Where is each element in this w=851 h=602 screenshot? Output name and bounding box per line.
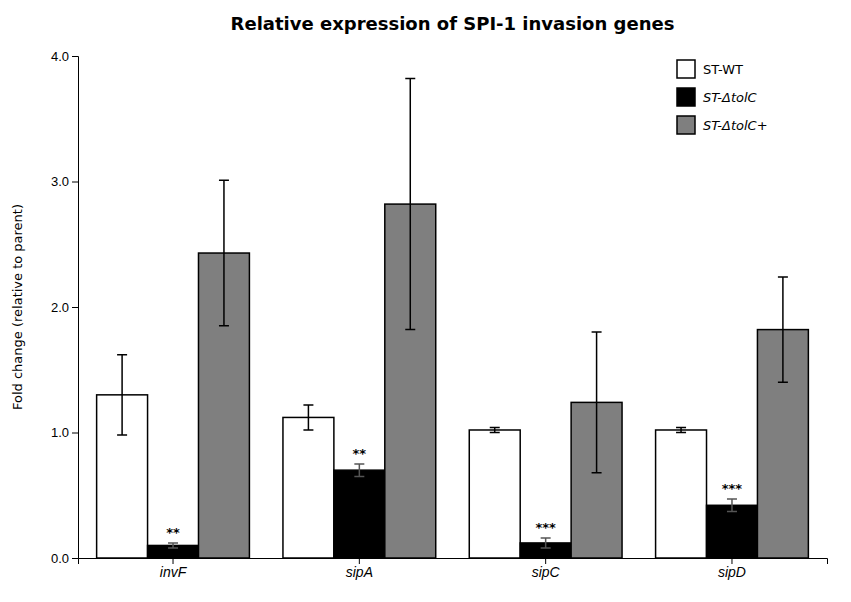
- y-tick: 3.0: [51, 174, 78, 189]
- error-bar-line: [168, 543, 178, 548]
- y-axis-title: Fold change (relative to parent): [10, 204, 25, 410]
- error-bar-line: [490, 427, 500, 432]
- error-bar: [354, 464, 364, 477]
- error-bar-line: [727, 499, 737, 512]
- y-tick-label: 3.0: [51, 174, 69, 189]
- legend-swatch: [677, 60, 695, 78]
- x-tick: sipC: [532, 558, 561, 580]
- error-bar: [541, 538, 551, 548]
- error-bar-line: [592, 332, 602, 473]
- y-tick-label: 2.0: [51, 300, 69, 315]
- error-bar: [727, 499, 737, 512]
- y-tick-mark: [72, 433, 78, 434]
- bar: [707, 505, 758, 558]
- error-bar: [219, 180, 229, 326]
- chart: 0.01.02.03.04.0invFsipAsipCsipD*********…: [0, 0, 851, 602]
- y-tick: 2.0: [51, 300, 78, 315]
- y-tick-label: 0.0: [51, 551, 69, 566]
- error-bar: [168, 543, 178, 548]
- legend-item: ST-ΔtolC+: [677, 116, 768, 134]
- y-tick: 1.0: [51, 425, 78, 440]
- error-bar-line: [354, 464, 364, 477]
- bar: [283, 417, 334, 558]
- series: [198, 79, 808, 558]
- x-tick: invF: [160, 558, 188, 580]
- legend-swatch: [677, 88, 695, 106]
- x-axis-line: [79, 559, 828, 565]
- error-bar: [490, 427, 500, 432]
- y-tick-label: 1.0: [51, 425, 69, 440]
- error-bar-line: [117, 355, 127, 435]
- x-tick: sipA: [346, 558, 373, 580]
- bar: [469, 430, 520, 558]
- y-tick-mark: [72, 182, 78, 183]
- significance-labels: **********: [166, 446, 742, 540]
- x-axis: invF sipA sipC sipD: [79, 558, 828, 580]
- error-bar-line: [405, 79, 415, 330]
- error-bar-line: [541, 538, 551, 548]
- x-tick-label: sipC: [532, 564, 561, 580]
- x-tick-label: invF: [160, 564, 188, 580]
- error-bar: [405, 79, 415, 330]
- y-axis-line: [72, 57, 79, 559]
- error-bar: [592, 332, 602, 473]
- bar: [656, 430, 707, 558]
- significance-label: ***: [535, 520, 556, 535]
- y-axis: 0.0 1.0 2.0 3.0 4.0: [51, 49, 79, 566]
- bar: [334, 470, 385, 558]
- significance-label: **: [353, 446, 367, 461]
- x-tick-label: sipD: [718, 564, 746, 580]
- legend-item: ST-WT: [677, 60, 743, 78]
- y-tick: 0.0: [51, 551, 78, 566]
- error-bar: [676, 427, 686, 432]
- significance-label: ***: [722, 481, 743, 496]
- title: Relative expression of SPI-1 invasion ge…: [231, 13, 675, 34]
- x-tick-label: sipA: [346, 564, 373, 580]
- x-tick: sipD: [718, 558, 746, 580]
- legend-item: ST-ΔtolC: [677, 88, 758, 106]
- legend-swatch: [677, 116, 695, 134]
- error-bar: [778, 277, 788, 382]
- error-bar-line: [219, 180, 229, 326]
- error-bar-line: [778, 277, 788, 382]
- error-bar: [303, 405, 313, 430]
- error-bar-line: [303, 405, 313, 430]
- y-tick-label: 4.0: [51, 49, 69, 64]
- y-tick-mark: [72, 56, 78, 57]
- y-tick-mark: [72, 558, 78, 559]
- error-bar-line: [676, 427, 686, 432]
- legend-label: ST-WT: [703, 62, 743, 77]
- legend: ST-WT ST-ΔtolC ST-ΔtolC+: [677, 60, 768, 134]
- legend-label: ST-ΔtolC+: [703, 118, 768, 133]
- significance-label: **: [166, 525, 180, 540]
- y-tick-mark: [72, 307, 78, 308]
- bars: [97, 79, 809, 558]
- error-bar: [117, 355, 127, 435]
- legend-label: ST-ΔtolC: [703, 90, 758, 105]
- plot: 0.01.02.03.04.0invFsipAsipCsipD*********…: [51, 49, 828, 580]
- y-tick: 4.0: [51, 49, 78, 64]
